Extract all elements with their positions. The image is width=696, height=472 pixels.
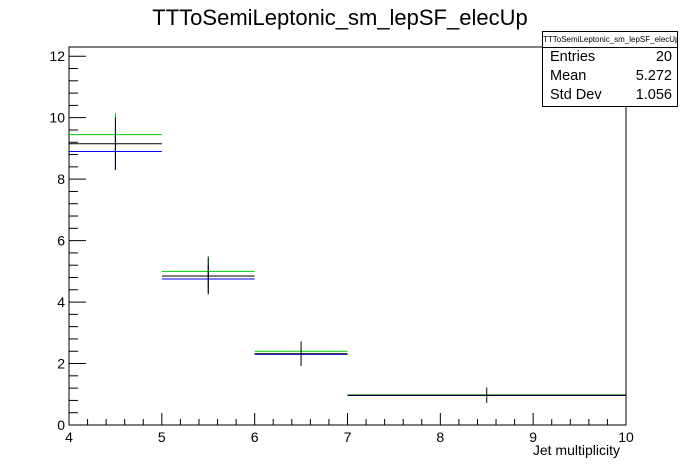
stats-label: Entries xyxy=(550,49,596,65)
histogram-bars xyxy=(69,113,626,403)
stats-title: TTToSemiLeptonic_sm_lepSF_elecUp xyxy=(543,32,677,48)
stats-value: 20 xyxy=(655,49,672,65)
axes: 4 5 6 7 8 9 10 0 2 4 6 8 10 12 xyxy=(49,48,634,445)
y-tick-label: 0 xyxy=(57,417,65,433)
x-tick-label: 5 xyxy=(158,429,166,445)
y-tick-label: 8 xyxy=(57,171,65,187)
chart-title: TTToSemiLeptonic_sm_lepSF_elecUp xyxy=(152,5,527,30)
stats-label: Std Dev xyxy=(550,87,602,103)
y-tick-label: 6 xyxy=(57,233,65,249)
y-tick-label: 10 xyxy=(49,110,65,126)
x-tick-label: 10 xyxy=(618,429,634,445)
y-tick-label: 12 xyxy=(49,48,65,64)
y-tick-label: 2 xyxy=(57,356,65,372)
stats-value: 1.056 xyxy=(635,87,672,103)
x-tick-label: 4 xyxy=(65,429,73,445)
stats-row-entries: Entries 20 xyxy=(543,48,677,67)
stats-row-stddev: Std Dev 1.056 xyxy=(543,86,677,105)
stats-value: 5.272 xyxy=(635,68,672,84)
stats-box: TTToSemiLeptonic_sm_lepSF_elecUp Entries… xyxy=(542,31,678,107)
stats-label: Mean xyxy=(550,68,587,84)
x-axis-label: Jet multiplicity xyxy=(533,442,620,458)
x-tick-label: 8 xyxy=(436,429,444,445)
x-tick-label: 6 xyxy=(251,429,259,445)
x-tick-label: 7 xyxy=(344,429,352,445)
y-tick-label: 4 xyxy=(57,294,65,310)
stats-row-mean: Mean 5.272 xyxy=(543,67,677,86)
x-tick-label: 9 xyxy=(529,429,537,445)
